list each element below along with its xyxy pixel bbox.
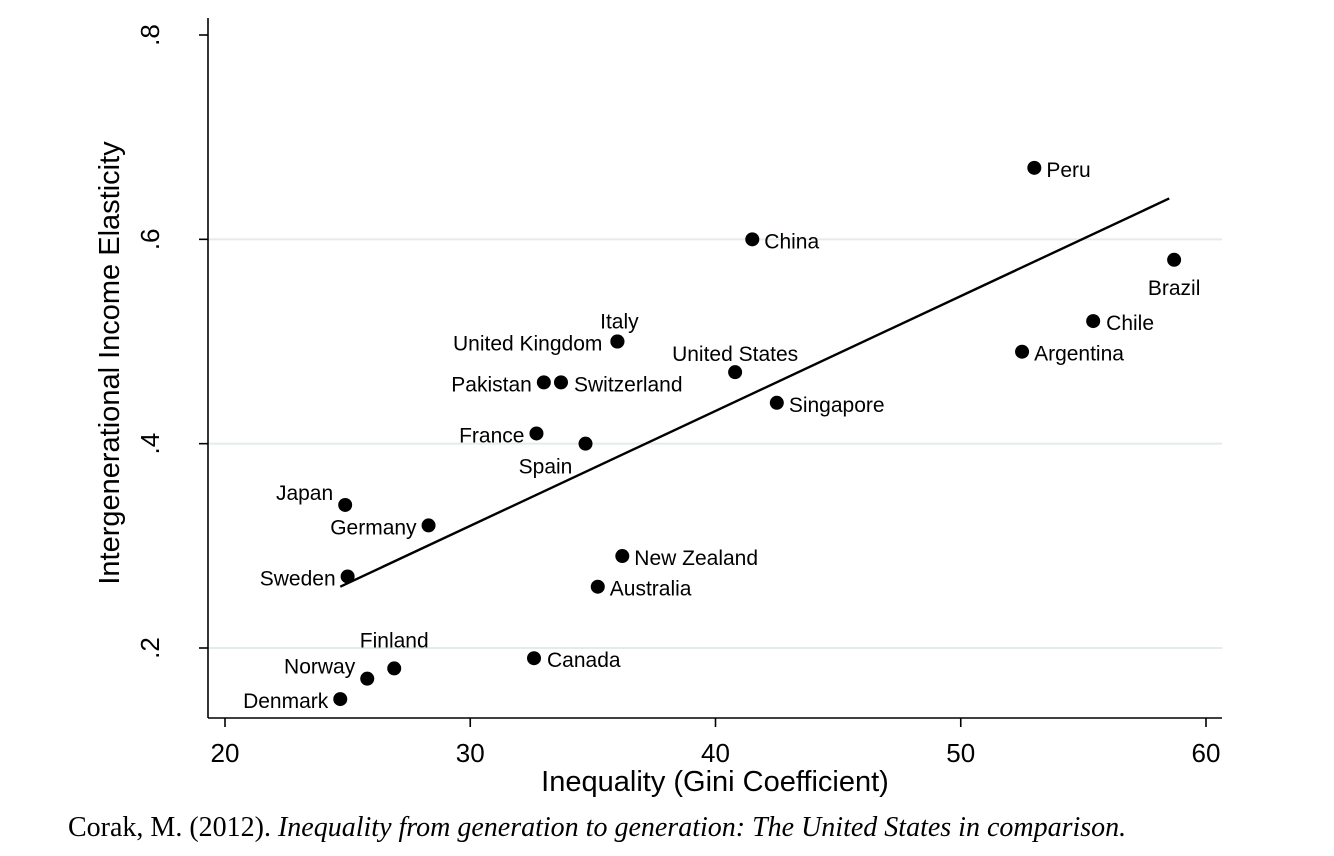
point-denmark — [333, 692, 348, 707]
axis-ticks: 20 30 40 50 60 .2 .4 .6 .8 — [135, 24, 1220, 768]
point-label-singapore: Singapore — [789, 394, 885, 417]
point-label-italy: Italy — [600, 311, 639, 334]
point-switzerland — [553, 375, 568, 390]
point-china — [745, 232, 760, 247]
x-tick-label: 20 — [211, 738, 240, 768]
x-tick-label: 60 — [1192, 738, 1221, 768]
point-spain — [578, 436, 593, 451]
point-japan — [338, 497, 353, 512]
axes — [207, 18, 1222, 719]
point-norway — [360, 671, 375, 686]
point-singapore — [769, 395, 784, 410]
point-label-finland: Finland — [360, 629, 429, 652]
data-points — [333, 160, 1182, 707]
point-germany — [421, 518, 436, 533]
point-canada — [527, 651, 542, 666]
x-tick-label: 50 — [946, 738, 975, 768]
point-label-argentina: Argentina — [1034, 343, 1124, 366]
gridlines — [208, 238, 1222, 649]
x-tick-label: 30 — [456, 738, 485, 768]
citation-caption: Corak, M. (2012). Inequality from genera… — [68, 812, 1328, 844]
x-axis-title: Inequality (Gini Coefficient) — [541, 766, 889, 798]
point-brazil — [1167, 252, 1182, 267]
point-label-sweden: Sweden — [260, 567, 336, 590]
point-label-peru: Peru — [1046, 159, 1090, 182]
point-label-pakistan: Pakistan — [451, 373, 532, 396]
point-france — [529, 426, 544, 441]
point-pakistan — [536, 375, 551, 390]
y-tick-label: .8 — [135, 24, 165, 46]
point-label-germany: Germany — [330, 516, 417, 539]
scatter-chart: 20 30 40 50 60 .2 .4 .6 .8 Peru China Brazil Chile A… — [94, 18, 1222, 798]
point-united-states — [728, 365, 743, 380]
citation-author: Corak, M. (2012). — [68, 812, 278, 843]
point-label-japan: Japan — [276, 482, 333, 505]
point-labels: PeruChinaBrazilChileArgentinaItalyUnited… — [243, 159, 1200, 713]
point-label-spain: Spain — [519, 456, 573, 479]
point-label-france: France — [459, 424, 524, 447]
point-label-chile: Chile — [1106, 312, 1154, 335]
fit-line-group — [339, 197, 1170, 588]
point-label-denmark: Denmark — [243, 690, 329, 713]
point-argentina — [1015, 344, 1030, 359]
point-peru — [1027, 160, 1042, 175]
point-label-australia: Australia — [610, 578, 692, 601]
point-label-united-states: United States — [672, 343, 798, 366]
y-tick-label: .6 — [135, 228, 165, 250]
y-tick-label: .4 — [135, 433, 165, 455]
point-label-brazil: Brazil — [1148, 277, 1201, 300]
fit-line — [339, 197, 1170, 588]
point-finland — [387, 661, 402, 676]
point-label-new-zealand: New Zealand — [634, 547, 758, 570]
point-sweden — [340, 569, 355, 584]
point-label-united-kingdom: United Kingdom — [453, 333, 602, 356]
point-label-china: China — [764, 230, 819, 253]
point-chile — [1086, 314, 1101, 329]
point-australia — [590, 579, 605, 594]
point-label-norway: Norway — [284, 656, 356, 679]
y-tick-label: .2 — [135, 637, 165, 659]
citation-title: Inequality from generation to generation… — [277, 812, 1127, 843]
y-axis-title: Intergenerational Income Elasticity — [94, 141, 126, 585]
point-label-switzerland: Switzerland — [574, 373, 683, 396]
x-tick-label: 40 — [701, 738, 730, 768]
point-new-zealand — [615, 549, 630, 564]
point-united-kingdom — [610, 334, 625, 349]
point-label-canada: Canada — [547, 649, 621, 672]
